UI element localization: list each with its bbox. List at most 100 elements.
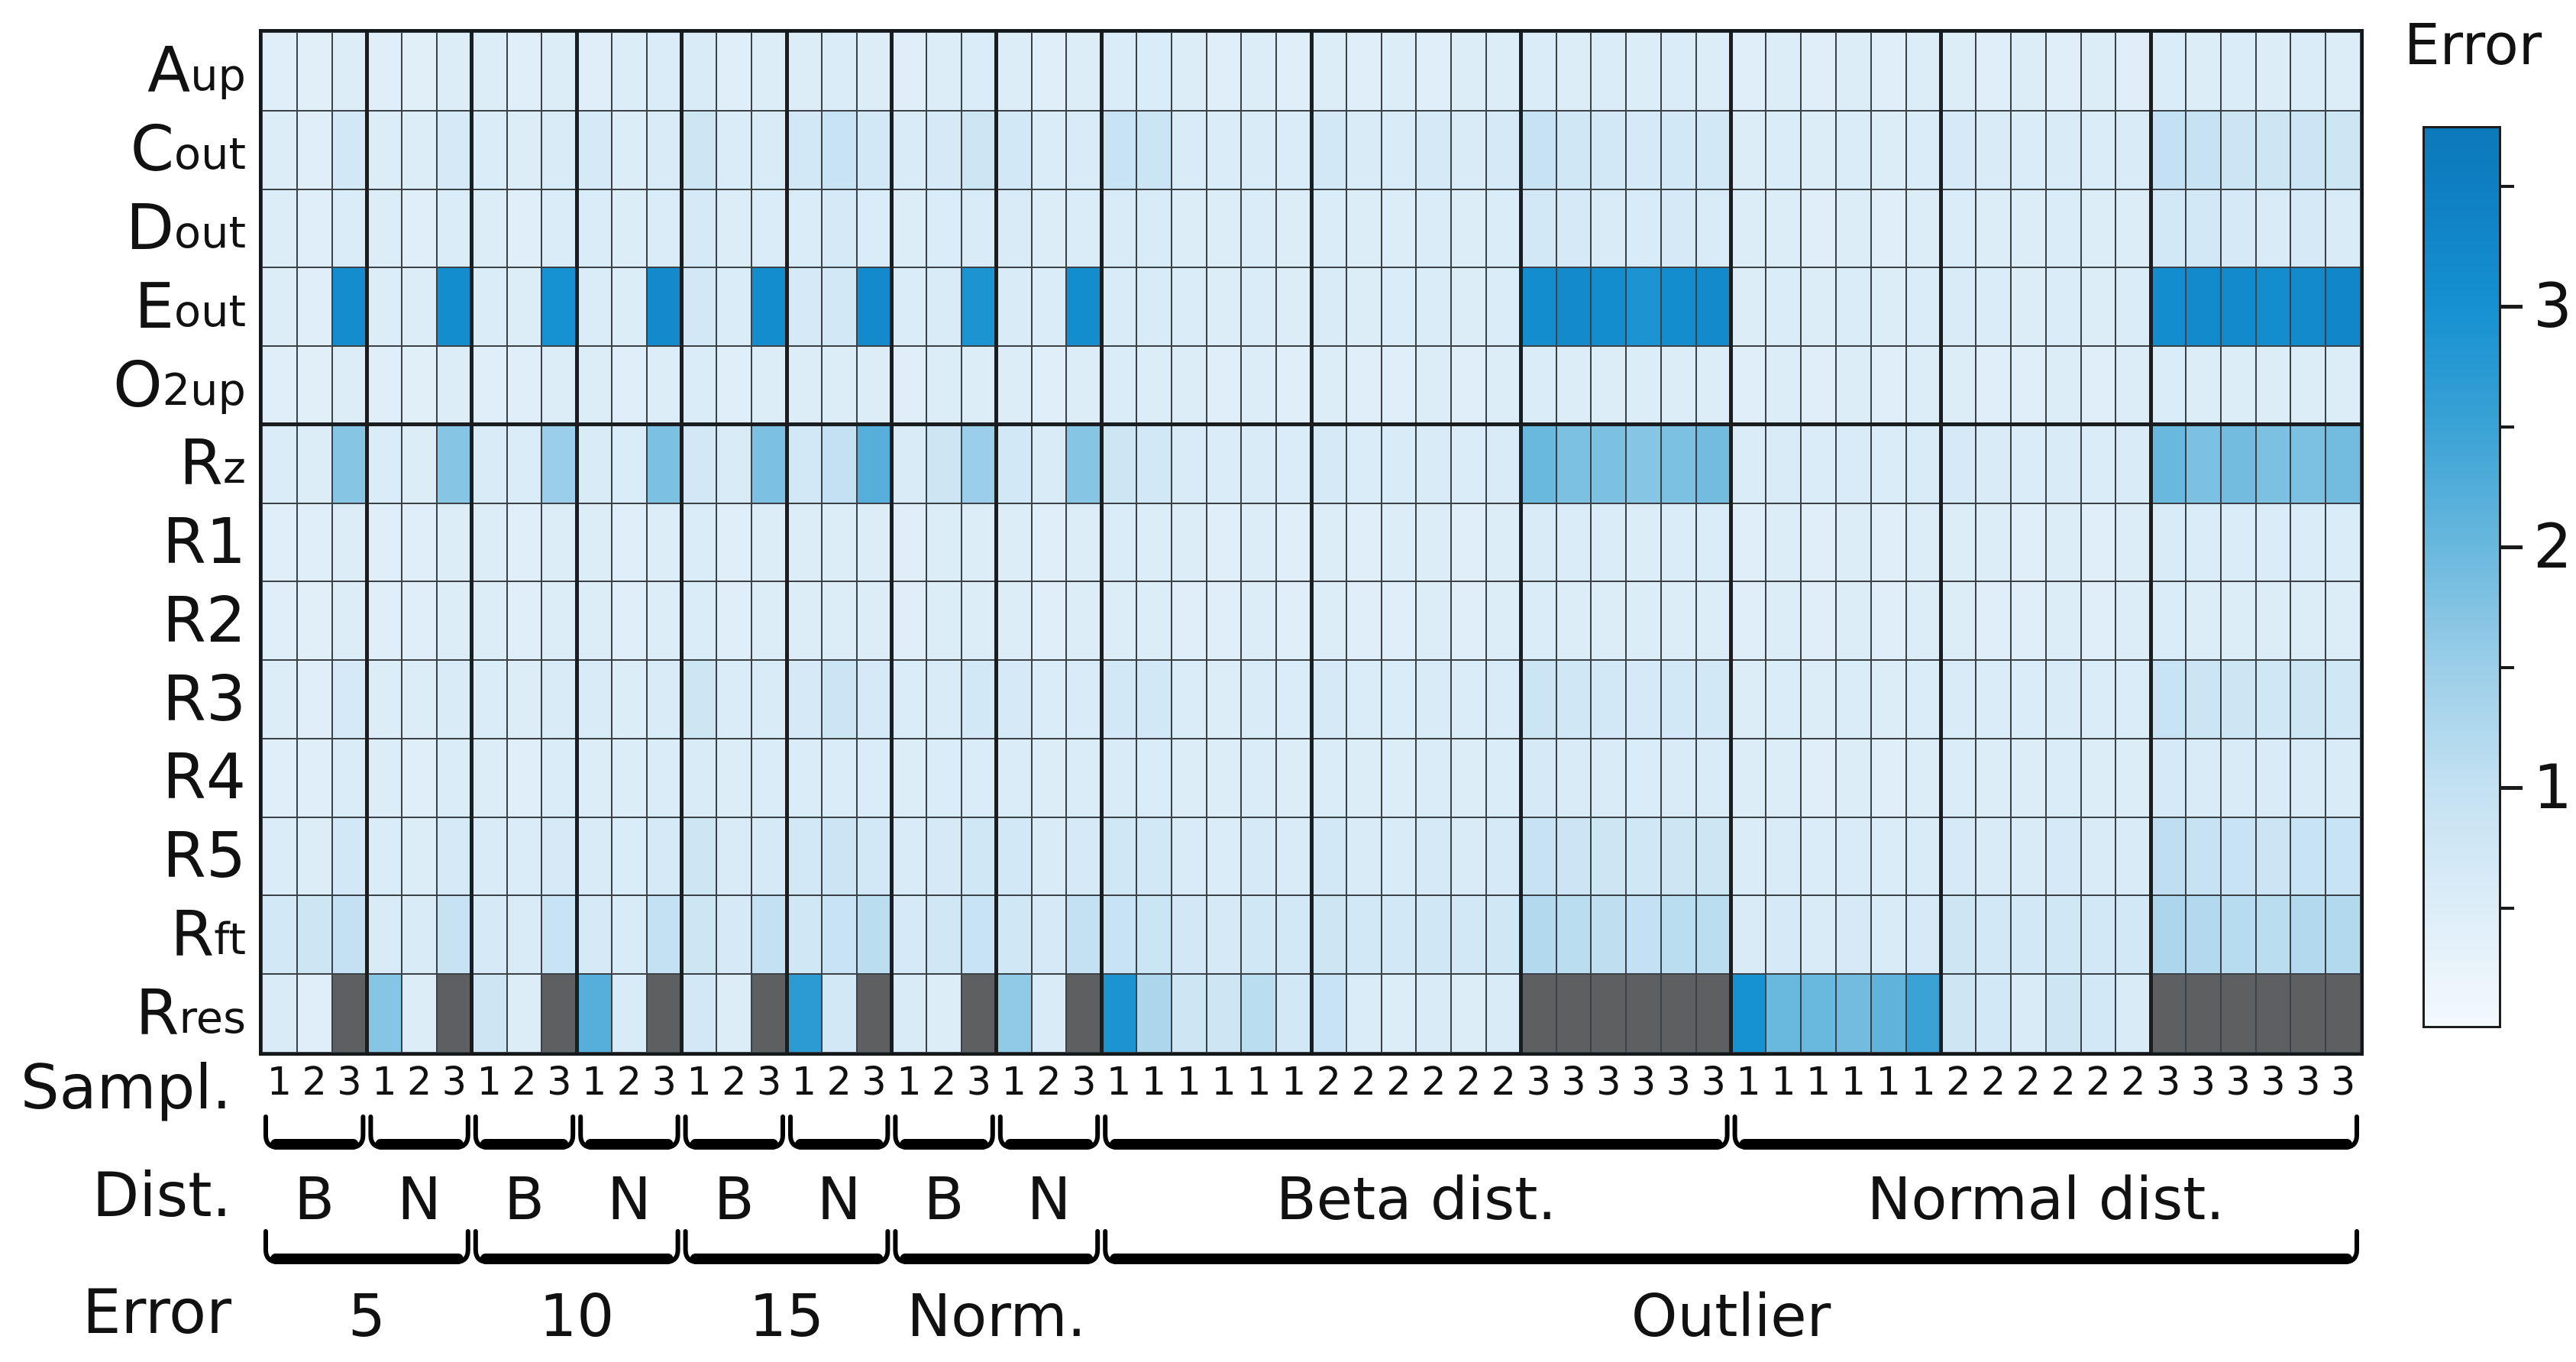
heatmap-cell [2255, 267, 2291, 347]
sample-number: 2 [1421, 1060, 1446, 1105]
heatmap-cell [1451, 974, 1486, 1053]
heatmap-cell [2011, 346, 2046, 425]
heatmap-cell [2045, 895, 2081, 975]
heatmap-cell [1031, 817, 1067, 896]
heatmap-cell [402, 346, 437, 425]
sample-number: 3 [1596, 1060, 1621, 1105]
heatmap-cell [1031, 32, 1067, 111]
heatmap-cell [681, 738, 717, 817]
heatmap-cell [1626, 660, 1661, 739]
heatmap-cell [506, 895, 542, 975]
heatmap-cell [2151, 503, 2186, 582]
heatmap-cell [1241, 660, 1277, 739]
sample-number: 3 [2330, 1060, 2356, 1105]
column-group-separator [1519, 32, 1524, 1053]
heatmap-cell [1591, 503, 1627, 582]
heatmap-cell [471, 895, 507, 975]
heatmap-cell [681, 267, 717, 347]
heatmap-cell [506, 189, 542, 268]
heatmap-cell [926, 817, 962, 896]
heatmap-cell [577, 32, 612, 111]
heatmap-cell [1766, 660, 1802, 739]
heatmap-cell [1905, 817, 1941, 896]
heatmap-cell [331, 503, 367, 582]
heatmap-cell [2186, 110, 2221, 189]
column-group-separator [1938, 32, 1943, 1053]
heatmap-cell [577, 895, 612, 975]
heatmap-cell [437, 503, 472, 582]
heatmap-cell [1241, 974, 1277, 1053]
heatmap-cell [1416, 974, 1452, 1053]
heatmap-cell [1661, 660, 1696, 739]
heatmap-cell [2186, 346, 2221, 425]
heatmap-cell [926, 895, 962, 975]
sample-number: 1 [1001, 1060, 1026, 1105]
heatmap-cell [2255, 817, 2291, 896]
heatmap-cell [437, 895, 472, 975]
heatmap-cell [821, 738, 857, 817]
heatmap-cell [891, 738, 927, 817]
heatmap-cell [1556, 346, 1592, 425]
sample-number: 1 [791, 1060, 817, 1105]
heatmap-cell [1101, 581, 1136, 661]
row-label-subscript: 2up [162, 364, 246, 416]
heatmap-cell [1486, 974, 1521, 1053]
heatmap-cell [296, 581, 332, 661]
heatmap-cell [1171, 895, 1207, 975]
heatmap-cell [296, 110, 332, 189]
heatmap-cell [1521, 503, 1556, 582]
heatmap-cell [891, 503, 927, 582]
heatmap-cell [541, 895, 577, 975]
heatmap-cell [2290, 32, 2326, 111]
heatmap-cell [2115, 110, 2151, 189]
heatmap-cell [716, 110, 752, 189]
heatmap-cell [262, 503, 297, 582]
heatmap-cell [1870, 895, 1906, 975]
heatmap-cell [1136, 738, 1172, 817]
heatmap-cell [402, 974, 437, 1053]
heatmap-cell [681, 660, 717, 739]
sample-number: 1 [1911, 1060, 1936, 1105]
heatmap-cell [1346, 974, 1382, 1053]
heatmap-cell [577, 660, 612, 739]
column-group-separator [889, 32, 894, 1053]
heatmap-cell [1416, 738, 1452, 817]
heatmap-cell [2220, 424, 2256, 503]
sample-number: 3 [1561, 1060, 1586, 1105]
heatmap-cell [2220, 32, 2256, 111]
heatmap-cell [716, 424, 752, 503]
heatmap-cell [1591, 895, 1627, 975]
heatmap-cell [1451, 32, 1486, 111]
sample-group-brace [683, 1115, 785, 1150]
heatmap-cell [1801, 660, 1836, 739]
heatmap-cell [1031, 267, 1067, 347]
heatmap-cell [646, 817, 682, 896]
heatmap-cell [1486, 424, 1521, 503]
heatmap-cell [1556, 974, 1592, 1053]
heatmap-cell [1695, 346, 1731, 425]
heatmap-cell [2290, 424, 2326, 503]
heatmap-cell [541, 267, 577, 347]
heatmap-cell [821, 267, 857, 347]
sample-number: 2 [1491, 1060, 1517, 1105]
sample-group-brace [263, 1115, 366, 1150]
sample-number: 1 [1176, 1060, 1201, 1105]
heatmap-cell [1661, 424, 1696, 503]
heatmap-cell [1976, 346, 2011, 425]
heatmap-cell [1241, 738, 1277, 817]
heatmap-cell [1066, 581, 1102, 661]
heatmap-cell [926, 503, 962, 582]
heatmap-cell [1591, 738, 1627, 817]
heatmap-cell [962, 660, 997, 739]
heatmap-cell [1836, 346, 1871, 425]
heatmap-cell [1626, 32, 1661, 111]
heatmap-cell [1031, 974, 1067, 1053]
heatmap-cell [296, 189, 332, 268]
heatmap-cell [1031, 424, 1067, 503]
heatmap-cell [437, 660, 472, 739]
heatmap-cell [1905, 346, 1941, 425]
heatmap-cell [2255, 660, 2291, 739]
heatmap-cell [2326, 189, 2361, 268]
heatmap-cell [262, 110, 297, 189]
heatmap-cell [1766, 738, 1802, 817]
